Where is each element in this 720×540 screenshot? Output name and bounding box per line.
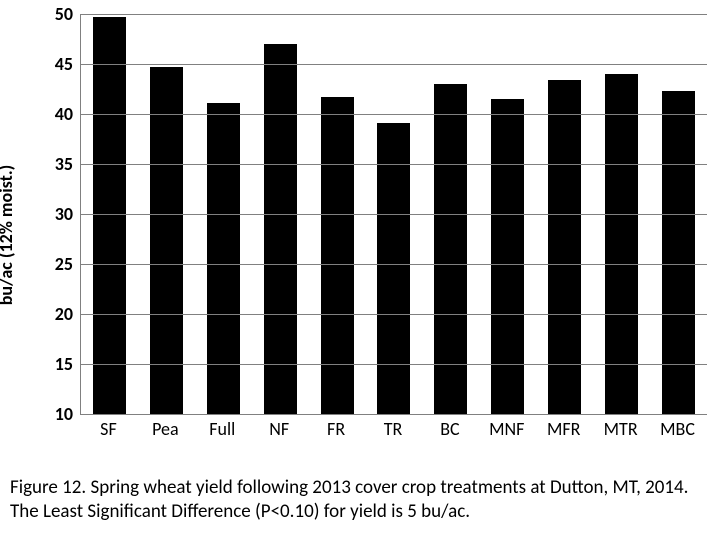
- x-tick-label: MFR: [547, 418, 580, 440]
- y-axis-label: bu/ac (12% moist.): [0, 165, 17, 306]
- y-tick-label: 20: [55, 303, 81, 325]
- bar: [377, 123, 410, 414]
- gridline: [81, 114, 707, 115]
- gridline: [81, 314, 707, 315]
- gridline: [81, 364, 707, 365]
- bar: [491, 99, 524, 414]
- bar: [605, 74, 638, 414]
- y-tick-label: 30: [55, 203, 81, 225]
- bar: [207, 103, 240, 414]
- y-tick-label: 45: [55, 53, 81, 75]
- y-tick-label: 40: [55, 103, 81, 125]
- gridline: [81, 64, 707, 65]
- chart-container: bu/ac (12% moist.) 101520253035404550 SF…: [0, 0, 720, 470]
- x-tick-label: MNF: [489, 418, 524, 440]
- bar: [321, 97, 354, 414]
- x-tick-label: Full: [209, 418, 235, 440]
- x-tick-label: Pea: [152, 418, 179, 440]
- figure-caption: Figure 12. Spring wheat yield following …: [10, 476, 710, 524]
- y-tick-label: 10: [55, 403, 81, 425]
- x-tick-label: MBC: [660, 418, 695, 440]
- x-tick-label: TR: [384, 418, 403, 440]
- x-tick-label: MTR: [604, 418, 638, 440]
- gridline: [81, 264, 707, 265]
- x-axis-labels: SF Pea Full NF FR TR BC MNF MFR MTR MBC: [80, 418, 706, 448]
- y-tick-label: 15: [55, 353, 81, 375]
- bar: [93, 17, 126, 414]
- gridline: [81, 214, 707, 215]
- y-tick-label: 35: [55, 153, 81, 175]
- bar: [264, 44, 297, 414]
- x-tick-label: FR: [327, 418, 345, 440]
- x-tick-label: SF: [100, 418, 117, 440]
- gridline: [81, 14, 707, 15]
- plot-area: 101520253035404550: [80, 14, 707, 415]
- bar: [662, 91, 695, 414]
- y-tick-label: 50: [55, 3, 81, 25]
- x-tick-label: BC: [440, 418, 459, 440]
- x-tick-label: NF: [269, 418, 289, 440]
- bar: [150, 67, 183, 414]
- gridline: [81, 164, 707, 165]
- y-tick-label: 25: [55, 253, 81, 275]
